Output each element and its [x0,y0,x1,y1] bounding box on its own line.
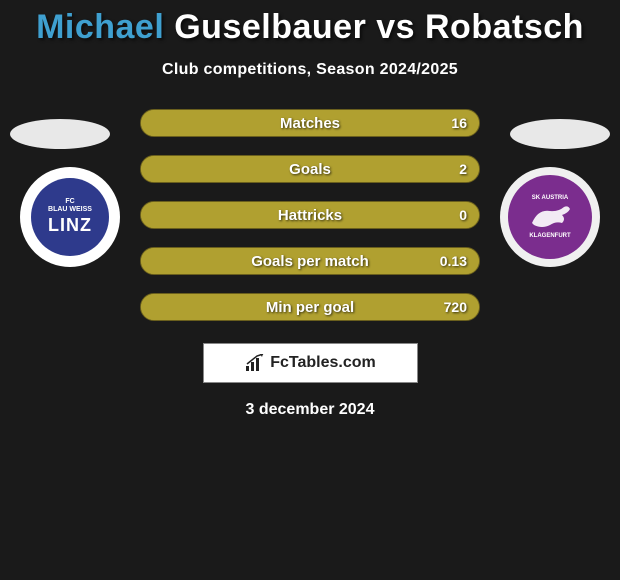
brand-text: FcTables.com [270,354,376,372]
stat-bar: Min per goal 720 [140,293,480,321]
brand-box: FcTables.com [203,343,418,383]
club-left-big: LINZ [48,216,92,236]
stat-label: Goals per match [251,253,369,270]
stat-label: Matches [280,115,340,132]
stat-bar: Matches 16 [140,109,480,137]
stat-bar: Goals per match 0.13 [140,247,480,275]
club-badge-right: SK AUSTRIA KLAGENFURT [500,167,600,267]
stat-label: Min per goal [266,299,354,316]
club-left-line2: BLAU WEISS [48,206,92,214]
comparison-content: FC BLAU WEISS LINZ SK AUSTRIA KLAGENFURT… [0,109,620,419]
player-left-oval [10,119,110,149]
stats-container: Matches 16 Goals 2 Hattricks 0 Goals per match… [140,109,480,321]
date-text: 3 december 2024 [0,401,620,419]
club-right-bottom: KLAGENFURT [529,233,570,239]
stat-bar: Goals 2 [140,155,480,183]
club-right-logo: SK AUSTRIA KLAGENFURT [508,175,592,259]
stat-value-right: 16 [451,115,467,131]
club-left-line1: FC [65,198,74,206]
stat-value-right: 0 [459,207,467,223]
club-badge-left: FC BLAU WEISS LINZ [20,167,120,267]
stat-label: Goals [289,161,331,178]
dragon-icon [528,201,572,231]
chart-icon [244,354,266,372]
stat-value-right: 0.13 [440,253,467,269]
comparison-title: Michael Guselbauer vs Robatsch [0,0,620,47]
stat-value-right: 720 [444,299,467,315]
subtitle: Club competitions, Season 2024/2025 [0,61,620,79]
stat-label: Hattricks [278,207,342,224]
club-left-logo: FC BLAU WEISS LINZ [31,178,109,256]
stat-value-right: 2 [459,161,467,177]
stat-bar: Hattricks 0 [140,201,480,229]
title-rest1: Guselbauer vs Robatsch [164,8,584,46]
player-right-oval [510,119,610,149]
title-first: Michael [36,8,164,46]
